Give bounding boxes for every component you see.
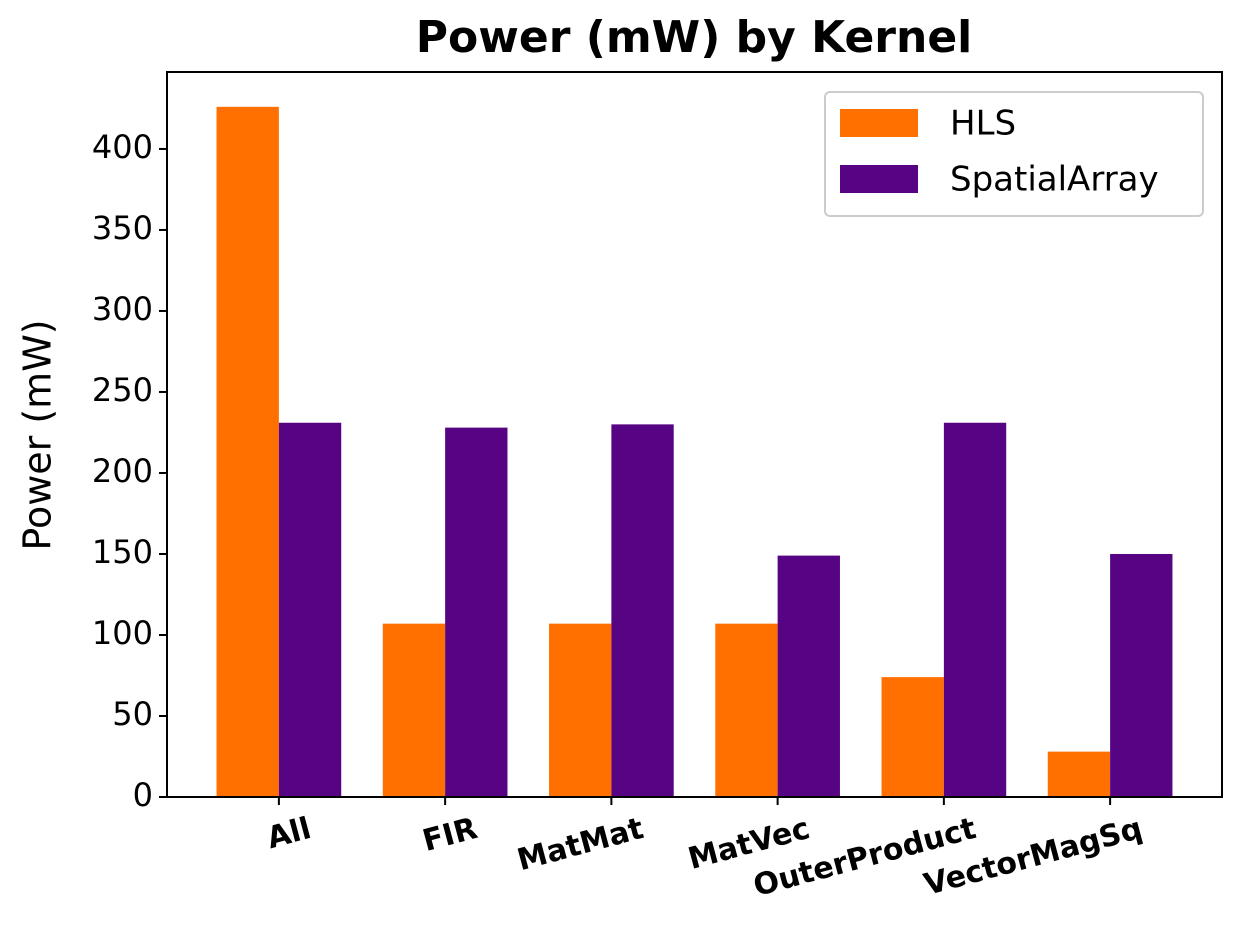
y-tick-label: 150 (92, 533, 153, 571)
plot-frame (166, 71, 1223, 798)
legend-swatch (840, 109, 918, 137)
bar (943, 422, 1007, 797)
bar (881, 677, 944, 797)
y-tick-label: 400 (92, 128, 153, 166)
y-tick-label: 300 (92, 290, 153, 328)
x-tick-label: All (263, 811, 314, 856)
bar (216, 106, 279, 798)
legend-swatch (840, 165, 918, 193)
y-tick-label: 50 (112, 695, 153, 733)
y-tick-label: 100 (92, 614, 153, 652)
chart-title: Power (mW) by Kernel (416, 12, 973, 63)
legend-label: SpatialArray (950, 160, 1159, 200)
bar (1047, 751, 1111, 797)
bar (549, 623, 612, 797)
y-tick-label: 350 (92, 209, 153, 247)
bar (382, 623, 446, 797)
legend-label: HLS (950, 104, 1016, 144)
y-tick-label: 0 (133, 776, 153, 814)
y-tick-label: 200 (92, 452, 153, 490)
legend-box (824, 91, 1204, 217)
bar (1110, 553, 1173, 797)
x-tick-label: MatMat (514, 811, 648, 878)
bar (611, 424, 674, 797)
bar (715, 623, 778, 797)
bar (278, 422, 342, 797)
x-tick-label: FIR (419, 811, 481, 859)
y-tick-label: 250 (92, 371, 153, 409)
bar (777, 555, 840, 797)
bar (445, 427, 508, 797)
y-axis-label: Power (mW) (16, 319, 60, 550)
